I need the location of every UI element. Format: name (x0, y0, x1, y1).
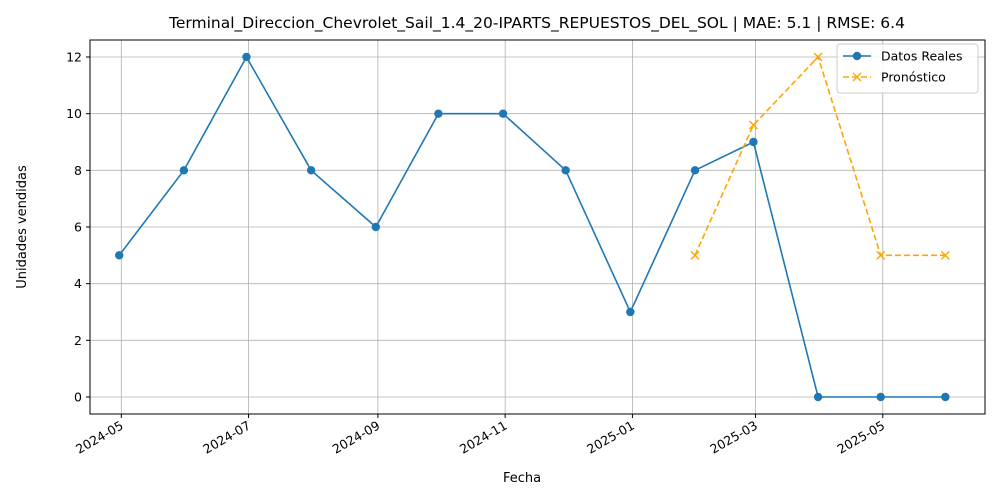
legend-marker (852, 51, 862, 61)
legend-box (836, 43, 979, 94)
grid (90, 40, 985, 414)
x-tick-label: 2024-11 (457, 418, 510, 457)
actual-line (118, 55, 946, 398)
forecast-point (690, 250, 700, 260)
y-tick-label: 6 (74, 220, 82, 235)
y-tick-label: 8 (74, 163, 82, 178)
forecast-point (813, 52, 823, 62)
y-tick-label: 12 (66, 50, 82, 65)
actual-point (242, 52, 251, 62)
series-layer (115, 52, 950, 402)
actual-point (115, 251, 124, 260)
actual-point (306, 166, 316, 175)
actual-point (371, 222, 381, 232)
actual-point (434, 109, 443, 118)
forecast-point (876, 250, 886, 260)
forecast-point (748, 120, 758, 130)
y-tick-label: 0 (74, 390, 82, 405)
actual-point (690, 166, 700, 175)
actual-point (626, 307, 635, 317)
x-tick-label: 2025-01 (584, 418, 637, 457)
x-axis-label: Fecha (503, 471, 541, 486)
actual-point (498, 109, 508, 118)
actual-point (561, 166, 570, 175)
actual-point (749, 137, 758, 147)
x-tick-label: 2025-05 (835, 418, 888, 457)
actual-point (813, 392, 823, 402)
forecast-point (940, 250, 950, 260)
plot-frame (89, 39, 986, 415)
x-tick-label: 2024-05 (73, 418, 126, 457)
legend-label: Pronóstico (881, 70, 946, 85)
legend: Datos Reales Pronóstico (836, 43, 979, 94)
actual-point (179, 166, 189, 175)
chart-title: Terminal_Direccion_Chevrolet_Sail_1.4_20… (168, 14, 905, 33)
y-tick-label: 10 (66, 106, 82, 121)
x-tick-label: 2024-07 (200, 418, 253, 457)
x-tick-label: 2025-03 (707, 418, 760, 457)
y-axis-label: Unidades vendidas (15, 165, 30, 289)
axes: 0 2 4 6 8 10 12 2024-05 2024-07 2024-09 2024-11 202… (66, 50, 887, 457)
legend-marker (852, 72, 862, 82)
actual-point (876, 392, 885, 402)
y-tick-label: 2 (74, 333, 82, 348)
actual-point (941, 392, 950, 402)
legend-label: Datos Reales (881, 49, 962, 64)
y-tick-label: 4 (74, 276, 82, 291)
x-tick-label: 2024-09 (330, 418, 383, 457)
